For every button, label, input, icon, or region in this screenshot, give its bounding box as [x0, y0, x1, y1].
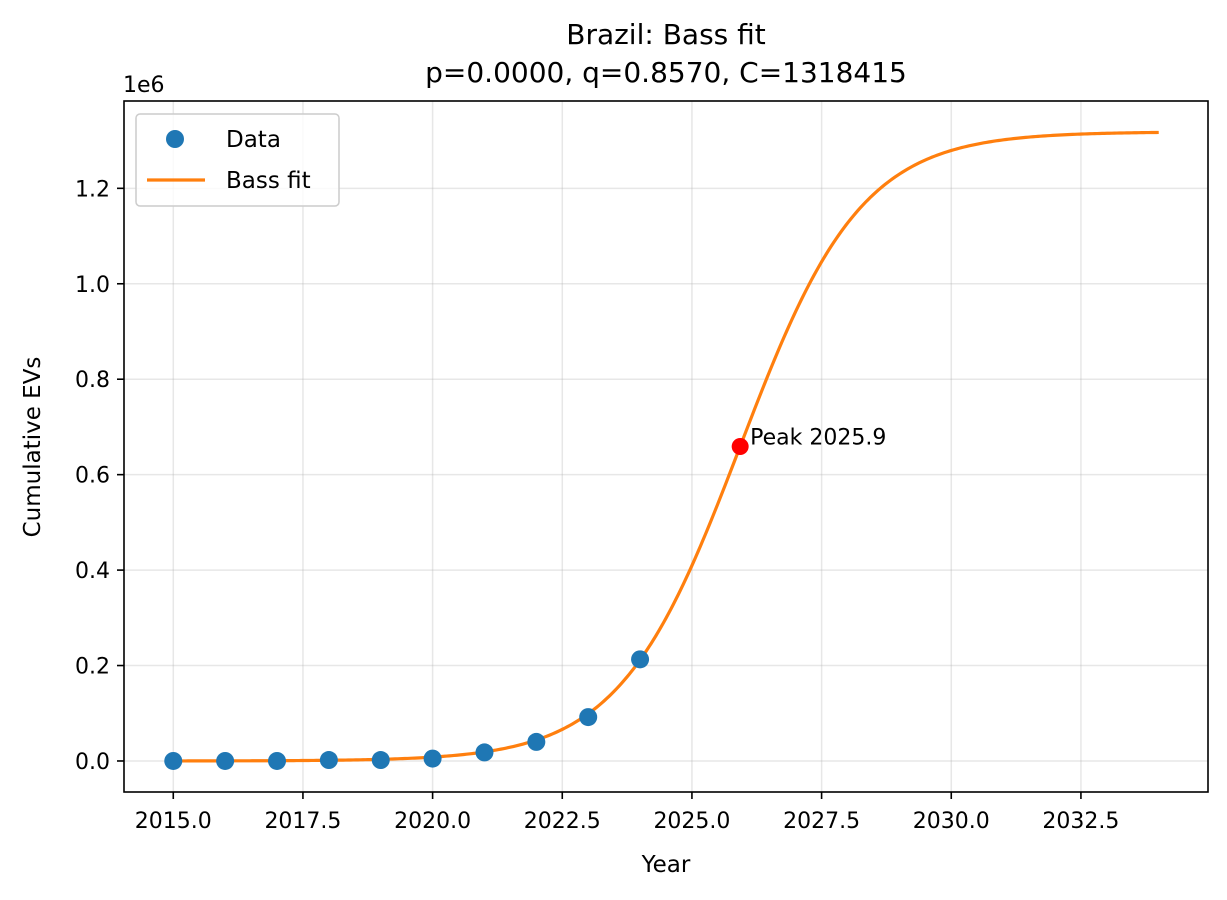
- legend-data-marker: [166, 130, 184, 148]
- axes: 2015.0 2017.5 2020.0 2022.5 2025.0 2027.5 2030…: [75, 100, 1209, 834]
- x-tick-label: 2017.5: [264, 809, 341, 834]
- y-tick-label: 0.2: [75, 655, 110, 680]
- y-tick-label: 0.8: [75, 368, 110, 393]
- y-tick-label: 0.6: [75, 464, 110, 489]
- peak-annotation: Peak 2025.9: [731, 426, 886, 455]
- legend: Data Bass fit: [135, 113, 340, 207]
- chart-title: Brazil: Bass fit: [566, 18, 766, 51]
- legend-box: [135, 113, 340, 207]
- x-tick-label: 2030.0: [913, 809, 990, 834]
- x-tick-label: 2022.5: [524, 809, 601, 834]
- data-point: [631, 650, 650, 669]
- data-point: [579, 708, 598, 727]
- y-axis-label: Cumulative EVs: [20, 357, 46, 538]
- peak-label: Peak 2025.9: [750, 426, 886, 451]
- data-point: [475, 743, 494, 762]
- data-point: [527, 732, 546, 751]
- data-point: [371, 751, 390, 770]
- data-point: [423, 749, 442, 768]
- y-axis-offset-text: 1e6: [123, 73, 165, 98]
- data-points: [164, 650, 650, 770]
- plot-frame: [123, 100, 1209, 793]
- x-tick-label: 2032.5: [1042, 809, 1119, 834]
- y-tick-label: 1.0: [75, 273, 110, 298]
- x-tick-label: 2020.0: [394, 809, 471, 834]
- data-point: [268, 751, 287, 770]
- x-tick-label: 2025.0: [653, 809, 730, 834]
- legend-label-fit: Bass fit: [226, 168, 311, 194]
- y-tick-label: 0.0: [75, 750, 110, 775]
- chart-subtitle: p=0.0000, q=0.8570, C=1318415: [425, 56, 907, 89]
- legend-label-data: Data: [226, 127, 281, 153]
- x-axis-label: Year: [641, 852, 691, 878]
- data-point: [216, 751, 235, 770]
- y-tick-label: 1.2: [75, 177, 110, 202]
- data-point: [164, 751, 183, 770]
- peak-marker: [731, 438, 749, 455]
- x-tick-label: 2015.0: [135, 809, 212, 834]
- data-point: [319, 751, 338, 770]
- x-tick-label: 2027.5: [783, 809, 860, 834]
- y-tick-label: 0.4: [75, 559, 110, 584]
